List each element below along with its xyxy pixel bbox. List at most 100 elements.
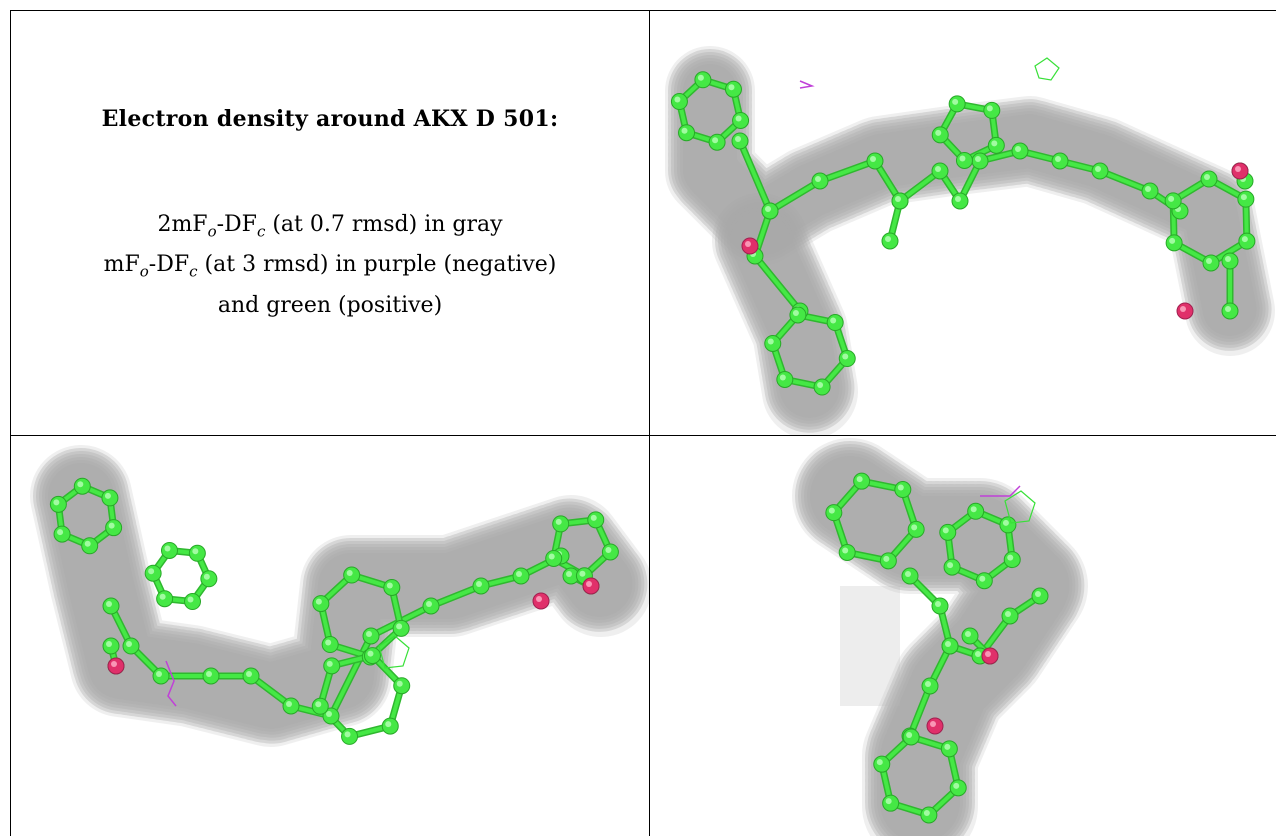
atom-shine [935,601,941,607]
positive-density [1004,490,1036,524]
atom-shine [842,353,849,360]
view-bottom-right [650,436,1276,836]
atom-shine [885,236,891,242]
atom-shine [1180,306,1186,312]
mesh-lines [42,457,640,735]
atom-shine [935,166,941,172]
atom-shine [385,721,392,728]
atom-shine [970,506,977,513]
caption-line-fofc: mFo-DFc (at 3 rmsd) in purple (negative) [11,248,649,288]
atom-shine [925,681,931,687]
l1-prefix: 2mF [157,212,208,237]
atom-shine [426,601,432,607]
border-left [10,10,11,836]
negative-density [799,80,815,89]
atom-shine [57,529,64,536]
molecule-model [49,477,619,745]
divider-vertical [649,10,650,836]
caption-line-2fofc: 2mFo-DFc (at 0.7 rmsd) in gray [11,208,649,248]
l2-sub2: c [189,262,198,281]
atom-shine [156,671,162,677]
atom-shine [767,338,774,345]
atom-shine [817,382,824,389]
atom-shine [148,568,155,575]
atom-shine [975,156,981,162]
l1-mid: -DF [216,212,257,237]
atom-shine [366,631,372,637]
atom-shine [765,206,771,212]
l1-sub1: o [207,222,217,241]
atom-shine [1225,306,1231,312]
atom-shine [953,782,960,789]
atom-shine [346,570,353,577]
atom-shine [77,481,84,488]
atom-shine [1095,166,1101,172]
atom-shine [536,596,542,602]
atom-shine [1145,186,1151,192]
positive-density [1034,57,1060,81]
atom-shine [856,476,863,483]
l2-sub1: o [139,262,149,281]
caption-description: 2mFo-DFc (at 0.7 rmsd) in gray mFo-DFc (… [11,208,649,322]
mesh-shadow [30,445,649,747]
atom-shine [315,701,322,708]
atom-shine [579,570,586,577]
atom-shine [815,176,821,182]
atom-shine [106,601,112,607]
atom-shine [106,641,112,647]
atom-shine [1007,554,1014,561]
atom-shine [935,129,942,136]
negative-density [165,660,177,707]
atom-shine [792,309,799,316]
atom-shine [315,598,322,605]
atom-shine [344,731,351,738]
atom-shine [53,499,60,506]
atom-shine [1055,156,1061,162]
molecule-model [825,472,1049,824]
border-top [10,10,1276,11]
atom-shine [897,484,904,491]
atom-shine [947,562,954,569]
atom-shine [1241,236,1248,243]
l1-suffix: (at 0.7 rmsd) in gray [265,212,503,237]
atom-shine [396,623,403,630]
atom-shine [111,661,117,667]
atom-shine [192,548,199,555]
atom-shine [1168,195,1175,202]
atom-shine [1225,256,1231,262]
density-mesh [30,445,649,747]
atom-shine [126,641,132,647]
mesh-lines [721,202,849,430]
atom-shine [923,810,930,817]
depth-cue [840,586,900,706]
atom-shine [555,518,562,525]
atom-shine [326,711,332,717]
atom-shine [735,115,742,122]
mesh-lines [730,211,840,421]
electron-density-render-icon [665,46,1275,435]
atom-shine [566,571,572,577]
atom-shine [476,581,482,587]
atom-shine [965,631,971,637]
atom-shine [605,546,612,553]
atom-shine [1002,519,1009,526]
atom-shine [84,540,91,547]
mesh-shadow [712,193,858,435]
atom-shine [1005,611,1011,617]
mesh-lines [39,454,643,738]
atom-shine [367,650,374,657]
atom-shine [164,545,171,552]
mesh-lines [36,451,646,741]
atom-shine [991,140,998,147]
atom-shine [985,651,991,657]
atom-shine [396,680,403,687]
mesh-lines [33,448,649,744]
mesh-lines [718,199,852,433]
atom-shine [712,137,719,144]
atom-shine [842,547,849,554]
atom-shine [986,105,993,112]
molecule-model [670,71,1256,396]
l1-sub2: c [256,222,266,241]
atom-shine [590,514,597,521]
atom-shine [104,492,111,499]
